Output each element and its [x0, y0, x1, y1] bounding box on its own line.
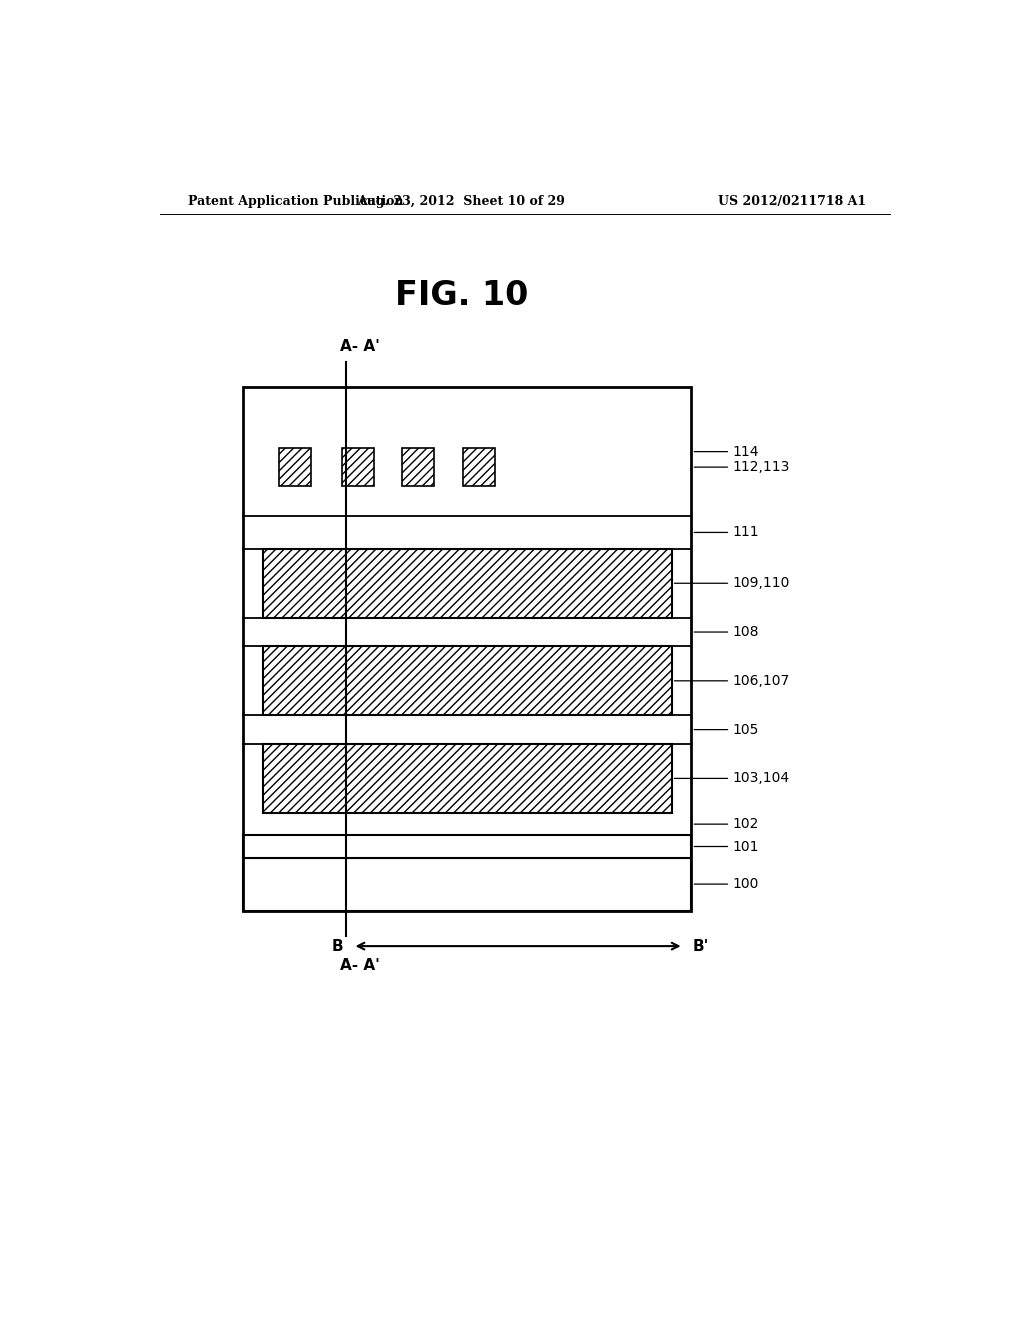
Bar	[243, 618, 691, 647]
Bar	[263, 549, 672, 618]
Bar	[463, 447, 495, 487]
Text: 114: 114	[733, 445, 759, 458]
Text: B: B	[332, 939, 343, 953]
Bar	[243, 836, 691, 858]
Bar	[243, 715, 691, 744]
Text: A- A': A- A'	[340, 338, 380, 354]
Bar	[279, 447, 310, 487]
Bar	[263, 744, 672, 813]
Text: FIG. 10: FIG. 10	[394, 279, 528, 312]
Bar	[243, 387, 691, 911]
Bar	[263, 549, 672, 618]
Bar	[401, 447, 433, 487]
Text: 106,107: 106,107	[733, 673, 790, 688]
Text: 100: 100	[733, 876, 759, 891]
Text: 102: 102	[733, 817, 759, 832]
Text: 105: 105	[733, 722, 759, 737]
Text: Patent Application Publication: Patent Application Publication	[187, 194, 403, 207]
Text: US 2012/0211718 A1: US 2012/0211718 A1	[718, 194, 866, 207]
Text: 101: 101	[733, 840, 759, 854]
Text: Aug. 23, 2012  Sheet 10 of 29: Aug. 23, 2012 Sheet 10 of 29	[357, 194, 565, 207]
Bar	[342, 447, 374, 487]
Bar	[342, 447, 374, 487]
Bar	[463, 447, 495, 487]
Bar	[279, 447, 310, 487]
Text: 112,113: 112,113	[733, 461, 791, 474]
Bar	[401, 447, 433, 487]
Text: 111: 111	[733, 525, 760, 540]
Text: 108: 108	[733, 626, 759, 639]
Text: A- A': A- A'	[340, 958, 380, 973]
Text: 109,110: 109,110	[733, 577, 791, 590]
Text: B': B'	[693, 939, 710, 953]
Bar	[263, 647, 672, 715]
Bar	[263, 744, 672, 813]
Bar	[243, 387, 691, 836]
Bar	[263, 647, 672, 715]
Text: 103,104: 103,104	[733, 771, 790, 785]
Bar	[243, 858, 691, 911]
Bar	[243, 516, 691, 549]
